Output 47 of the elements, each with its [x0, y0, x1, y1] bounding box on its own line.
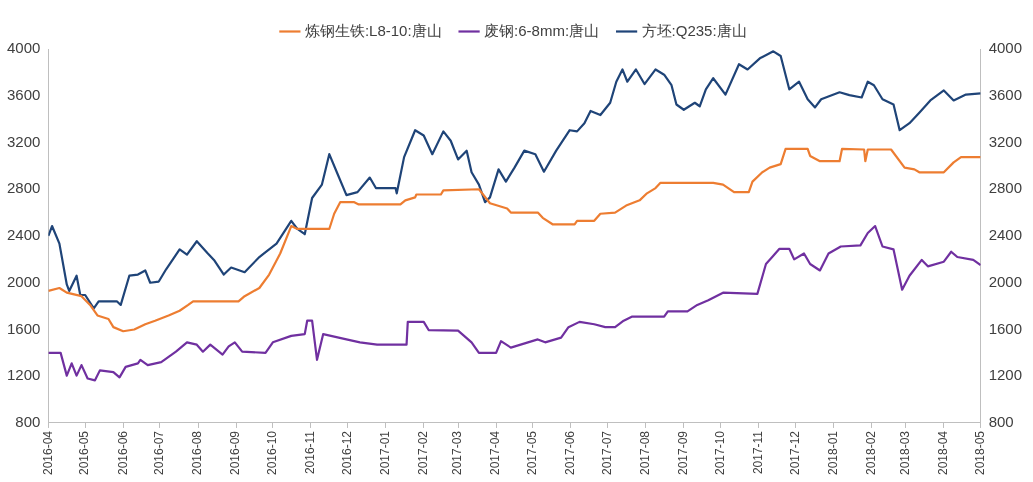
x-tick-label: 2017-06	[563, 430, 578, 476]
x-tick-label: 2017-01	[378, 430, 393, 476]
x-tick-label: 2016-08	[190, 430, 205, 476]
y2-tick-label: 3200	[988, 132, 1023, 150]
y-tick-label: 1600	[6, 319, 41, 337]
y2-tick-label: 2800	[988, 179, 1023, 197]
x-tick-label: 2016-07	[152, 430, 167, 476]
x-tick-label: 2017-04	[488, 430, 503, 476]
x-tick-label: 2018-02	[863, 430, 878, 476]
x-tick-label: 2017-02	[416, 430, 431, 476]
y2-tick-label: 3600	[988, 85, 1023, 103]
x-tick-label: 2017-03	[450, 430, 465, 476]
x-tick-label: 2016-11	[303, 430, 318, 475]
y2-tick-label: 1200	[988, 366, 1023, 384]
x-tick-label: 2017-07	[600, 430, 615, 476]
x-tick-label: 2017-05	[525, 430, 540, 476]
y2-tick-label: 800	[988, 413, 1014, 431]
x-tick-label: 2018-03	[898, 430, 913, 476]
y-tick-label: 800	[15, 413, 41, 431]
y-tick-label: 2400	[6, 226, 41, 244]
x-tick-label: 2018-05	[972, 430, 987, 476]
legend-label: 废钢:6-8mm:唐山	[484, 21, 600, 39]
y2-tick-label: 2400	[988, 226, 1023, 244]
legend-label: 方坯:Q235:唐山	[641, 21, 747, 39]
legend-label: 炼钢生铁:L8-10:唐山	[304, 21, 442, 39]
y2-tick-label: 1600	[988, 319, 1023, 337]
x-tick-label: 2017-12	[787, 430, 802, 476]
y-tick-label: 2800	[6, 179, 41, 197]
x-tick-label: 2018-01	[825, 430, 840, 476]
x-tick-label: 2017-08	[638, 430, 653, 476]
x-tick-label: 2016-12	[339, 430, 354, 476]
y-tick-label: 4000	[6, 39, 41, 57]
x-tick-label: 2016-09	[228, 430, 243, 476]
x-tick-label: 2016-06	[115, 430, 130, 476]
x-tick-label: 2016-04	[40, 430, 55, 476]
y2-tick-label: 4000	[988, 39, 1023, 57]
x-tick-label: 2017-10	[712, 430, 727, 476]
x-tick-label: 2017-11	[750, 430, 765, 475]
y-tick-label: 3600	[6, 85, 41, 103]
y-tick-label: 3200	[6, 132, 41, 150]
y-tick-label: 2000	[6, 272, 41, 290]
x-tick-label: 2016-05	[77, 430, 92, 476]
y2-tick-label: 2000	[988, 272, 1023, 290]
x-tick-label: 2018-04	[936, 430, 951, 476]
x-tick-label: 2016-10	[265, 430, 280, 476]
x-tick-label: 2017-09	[676, 430, 691, 476]
y-tick-label: 1200	[6, 366, 41, 384]
